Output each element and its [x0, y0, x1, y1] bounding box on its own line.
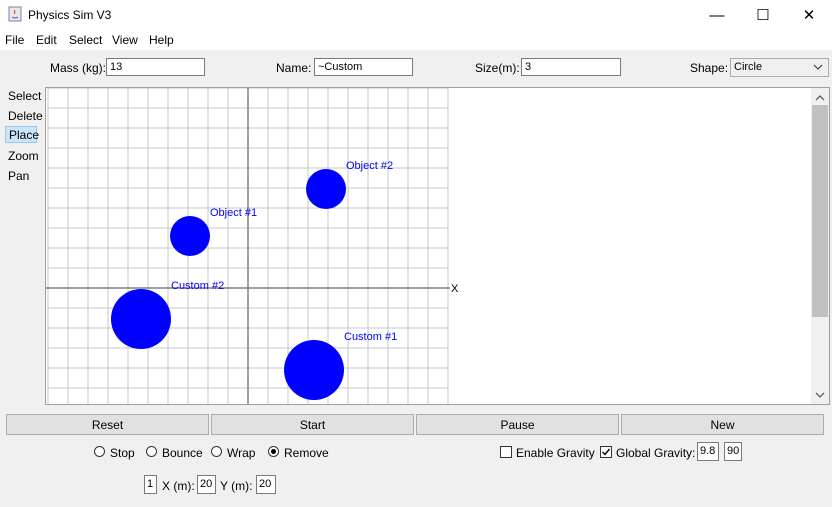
radio-wrap[interactable] — [211, 446, 222, 457]
tool-pan[interactable]: Pan — [8, 169, 30, 183]
global-gravity-label: Global Gravity: — [616, 446, 696, 460]
bounds-x-input[interactable]: 20 — [197, 475, 216, 494]
sim-object-label: Object #1 — [210, 207, 257, 219]
simulation-canvas[interactable]: X Object #1 Object #2 Custom #2 Custom #1 — [46, 88, 811, 404]
menu-edit[interactable]: Edit — [36, 33, 57, 47]
title-bar — [0, 0, 832, 30]
window-title: Physics Sim V3 — [28, 8, 112, 22]
tool-select[interactable]: Select — [8, 89, 42, 103]
scroll-down-arrow[interactable] — [811, 387, 829, 403]
radio-label-remove: Remove — [284, 446, 329, 460]
shape-select[interactable]: Circle — [730, 58, 829, 77]
radio-label-stop: Stop — [110, 446, 135, 460]
menu-bar — [0, 30, 832, 50]
sim-object-1[interactable] — [170, 216, 210, 256]
maximize-icon: ☐ — [756, 7, 770, 24]
shape-label: Shape: — [690, 61, 729, 75]
radio-remove[interactable] — [268, 446, 279, 457]
minimize-button[interactable]: — — [694, 0, 740, 30]
scrollbar-thumb[interactable] — [812, 105, 828, 317]
sim-object-label: Object #2 — [346, 160, 393, 172]
enable-gravity-checkbox[interactable] — [500, 446, 512, 458]
size-label: Size(m): — [475, 61, 520, 75]
pause-button[interactable]: Pause — [416, 414, 619, 435]
new-button[interactable]: New — [621, 414, 824, 435]
enable-gravity-label: Enable Gravity — [516, 446, 595, 460]
close-button[interactable]: ✕ — [786, 0, 832, 30]
chevron-up-icon — [815, 94, 825, 100]
name-input[interactable]: ~Custom — [314, 58, 413, 76]
bounds-count-input[interactable]: 1 — [144, 475, 157, 494]
chevron-down-icon — [815, 392, 825, 398]
sim-object-2[interactable] — [306, 169, 346, 209]
java-app-icon — [8, 6, 22, 22]
bounds-y-input[interactable]: 20 — [256, 475, 276, 494]
tool-zoom[interactable]: Zoom — [8, 149, 39, 163]
menu-select[interactable]: Select — [69, 33, 103, 47]
checkmark-icon — [602, 448, 611, 456]
mass-label: Mass (kg): — [50, 61, 107, 75]
tool-delete[interactable]: Delete — [8, 109, 43, 123]
name-label: Name: — [276, 61, 312, 75]
shape-select-value: Circle — [734, 61, 763, 73]
tool-place[interactable]: Place — [5, 126, 39, 143]
radio-stop[interactable] — [94, 446, 105, 457]
reset-button[interactable]: Reset — [6, 414, 209, 435]
chevron-down-icon — [813, 64, 823, 70]
maximize-button[interactable]: ☐ — [740, 0, 786, 30]
mass-input[interactable]: 13 — [106, 58, 205, 76]
menu-file[interactable]: File — [5, 33, 25, 47]
sim-object-label: Custom #1 — [344, 331, 397, 343]
bounds-x-label: X (m): — [162, 479, 195, 493]
radio-label-bounce: Bounce — [162, 446, 203, 460]
menu-help[interactable]: Help — [149, 33, 174, 47]
sim-object-4[interactable] — [284, 340, 344, 400]
gravity-value-input[interactable]: 9.8 — [697, 442, 719, 461]
bounds-y-label: Y (m): — [220, 479, 253, 493]
scroll-up-arrow[interactable] — [811, 89, 829, 105]
gravity-angle-input[interactable]: 90 — [724, 442, 742, 461]
x-axis-label: X — [451, 283, 459, 295]
size-input[interactable]: 3 — [521, 58, 621, 76]
radio-label-wrap: Wrap — [227, 446, 256, 460]
close-icon: ✕ — [802, 7, 816, 24]
sim-object-3[interactable] — [111, 289, 171, 349]
global-gravity-checkbox[interactable] — [600, 446, 612, 458]
radio-bounce[interactable] — [146, 446, 157, 457]
sim-object-label: Custom #2 — [171, 280, 224, 292]
start-button[interactable]: Start — [211, 414, 414, 435]
menu-view[interactable]: View — [112, 33, 138, 47]
minimize-icon: — — [709, 6, 725, 24]
